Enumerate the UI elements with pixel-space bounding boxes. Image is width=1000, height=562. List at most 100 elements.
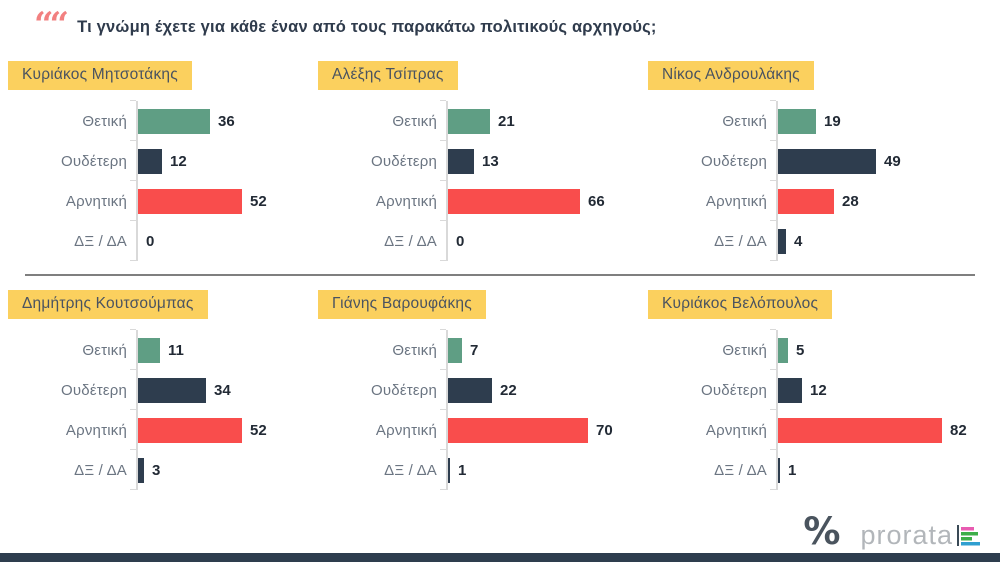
bar-value: 49 — [884, 152, 901, 170]
bar-cell: 52 — [130, 180, 318, 221]
bar — [778, 108, 816, 134]
bar-value: 66 — [588, 192, 605, 210]
category-label: Ουδέτερη — [371, 381, 437, 399]
chart-body: Θετική 21 Ουδέτερη 13 Αρνητική 66 ΔΞ / ΔΑ 0 — [318, 100, 648, 261]
bar — [138, 417, 242, 443]
prorata-logo: % prorata — [803, 510, 982, 553]
category-label: Ουδέτερη — [371, 152, 437, 170]
brand-name: prorata — [860, 520, 953, 550]
chart-row: Αρνητική 28 — [648, 180, 988, 221]
chart-title: Κυριάκος Βελόπουλος — [648, 290, 833, 319]
bar-cell: 66 — [440, 180, 648, 221]
bar — [138, 148, 162, 174]
bar-value: 1 — [458, 461, 467, 479]
bar — [778, 417, 942, 443]
chart-varoufakis: Γιάνης Βαρουφάκης Θετική 7 Ουδέτερη 22 Αρνητι… — [318, 290, 648, 490]
bar-cell: 19 — [770, 100, 988, 141]
bar-cell: 28 — [770, 180, 988, 221]
bar-cell: 3 — [130, 449, 318, 490]
bar-cell: 82 — [770, 409, 988, 450]
bar-value: 21 — [498, 112, 515, 130]
chart-row: Ουδέτερη 12 — [648, 369, 988, 410]
chart-mitsotakis: Κυριάκος Μητσοτάκης Θετική 36 Ουδέτερη 12 Αρν… — [8, 61, 318, 261]
bar-value: 13 — [482, 152, 499, 170]
bar-cell: 52 — [130, 409, 318, 450]
chart-velopoulos: Κυριάκος Βελόπουλος Θετική 5 Ουδέτερη 12 Αρνη… — [648, 290, 988, 490]
chart-row: Αρνητική 66 — [318, 180, 648, 221]
bar — [448, 188, 580, 214]
percent-icon: % — [803, 510, 841, 553]
chart-title: Νίκος Ανδρουλάκης — [648, 61, 814, 90]
bar — [778, 228, 786, 254]
category-label: Θετική — [392, 112, 437, 130]
charts-grid-top-row: Κυριάκος Μητσοτάκης Θετική 36 Ουδέτερη 12 Αρν… — [0, 61, 1000, 261]
bar-value: 70 — [596, 421, 613, 439]
category-label: Θετική — [722, 112, 767, 130]
chart-row: Ουδέτερη 34 — [8, 369, 318, 410]
bar — [448, 337, 462, 363]
category-label: Θετική — [392, 341, 437, 359]
chart-row: Θετική 5 — [648, 329, 988, 370]
chart-row: Αρνητική 52 — [8, 409, 318, 450]
bar-value: 82 — [950, 421, 967, 439]
chart-row: ΔΞ / ΔΑ 1 — [648, 449, 988, 490]
bar-cell: 12 — [770, 369, 988, 410]
charts-grid-bottom-row: Δημήτρης Κουτσούμπας Θετική 11 Ουδέτερη 34 Αρ… — [0, 290, 1000, 490]
category-label: Θετική — [82, 112, 127, 130]
bar — [448, 457, 450, 483]
bar — [448, 148, 474, 174]
chart-koutsoumpas: Δημήτρης Κουτσούμπας Θετική 11 Ουδέτερη 34 Αρ… — [8, 290, 318, 490]
bar-value: 0 — [456, 232, 465, 250]
category-label: Ουδέτερη — [61, 152, 127, 170]
category-label: Ουδέτερη — [701, 381, 767, 399]
chart-body: Θετική 19 Ουδέτερη 49 Αρνητική 28 ΔΞ / ΔΑ 4 — [648, 100, 988, 261]
chart-row: Θετική 11 — [8, 329, 318, 370]
bar-value: 1 — [788, 461, 797, 479]
bar-value: 36 — [218, 112, 235, 130]
bar-value: 28 — [842, 192, 859, 210]
chart-row: Ουδέτερη 13 — [318, 140, 648, 181]
category-label: ΔΞ / ΔΑ — [384, 232, 437, 250]
category-label: Αρνητική — [375, 421, 437, 439]
bar-cell: 22 — [440, 369, 648, 410]
chart-row: Ουδέτερη 49 — [648, 140, 988, 181]
bar-cell: 36 — [130, 100, 318, 141]
chart-row: ΔΞ / ΔΑ 3 — [8, 449, 318, 490]
quote-icon: ““ — [34, 5, 69, 45]
chart-row: Ουδέτερη 12 — [8, 140, 318, 181]
bar-value: 19 — [824, 112, 841, 130]
chart-title: Δημήτρης Κουτσούμπας — [8, 290, 208, 319]
bar-cell: 0 — [130, 220, 318, 261]
bar — [138, 188, 242, 214]
chart-row: Ουδέτερη 22 — [318, 369, 648, 410]
bar-cell: 21 — [440, 100, 648, 141]
bar-value: 4 — [794, 232, 803, 250]
category-label: Ουδέτερη — [61, 381, 127, 399]
bar-value: 22 — [500, 381, 517, 399]
bar-value: 7 — [470, 341, 479, 359]
category-label: Θετική — [82, 341, 127, 359]
bar-cell: 4 — [770, 220, 988, 261]
chart-title: Κυριάκος Μητσοτάκης — [8, 61, 192, 90]
bar-value: 34 — [214, 381, 231, 399]
bar — [778, 377, 802, 403]
chart-row: Θετική 36 — [8, 100, 318, 141]
chart-row: Θετική 7 — [318, 329, 648, 370]
bar — [138, 377, 206, 403]
bar — [778, 457, 780, 483]
chart-body: Θετική 7 Ουδέτερη 22 Αρνητική 70 ΔΞ / ΔΑ 1 — [318, 329, 648, 490]
chart-row: ΔΞ / ΔΑ 0 — [8, 220, 318, 261]
chart-tsipras: Αλέξης Τσίπρας Θετική 21 Ουδέτερη 13 Αρνητική… — [318, 61, 648, 261]
bar-cell: 5 — [770, 329, 988, 370]
category-label: Ουδέτερη — [701, 152, 767, 170]
chart-row: Θετική 21 — [318, 100, 648, 141]
bar — [448, 417, 588, 443]
bar-value: 12 — [810, 381, 827, 399]
category-label: ΔΞ / ΔΑ — [384, 461, 437, 479]
chart-row: ΔΞ / ΔΑ 4 — [648, 220, 988, 261]
page-title: Τι γνώμη έχετε για κάθε έναν από τους πα… — [77, 18, 657, 36]
bar-cell: 34 — [130, 369, 318, 410]
chart-body: Θετική 11 Ουδέτερη 34 Αρνητική 52 ΔΞ / ΔΑ 3 — [8, 329, 318, 490]
category-label: Αρνητική — [705, 192, 767, 210]
